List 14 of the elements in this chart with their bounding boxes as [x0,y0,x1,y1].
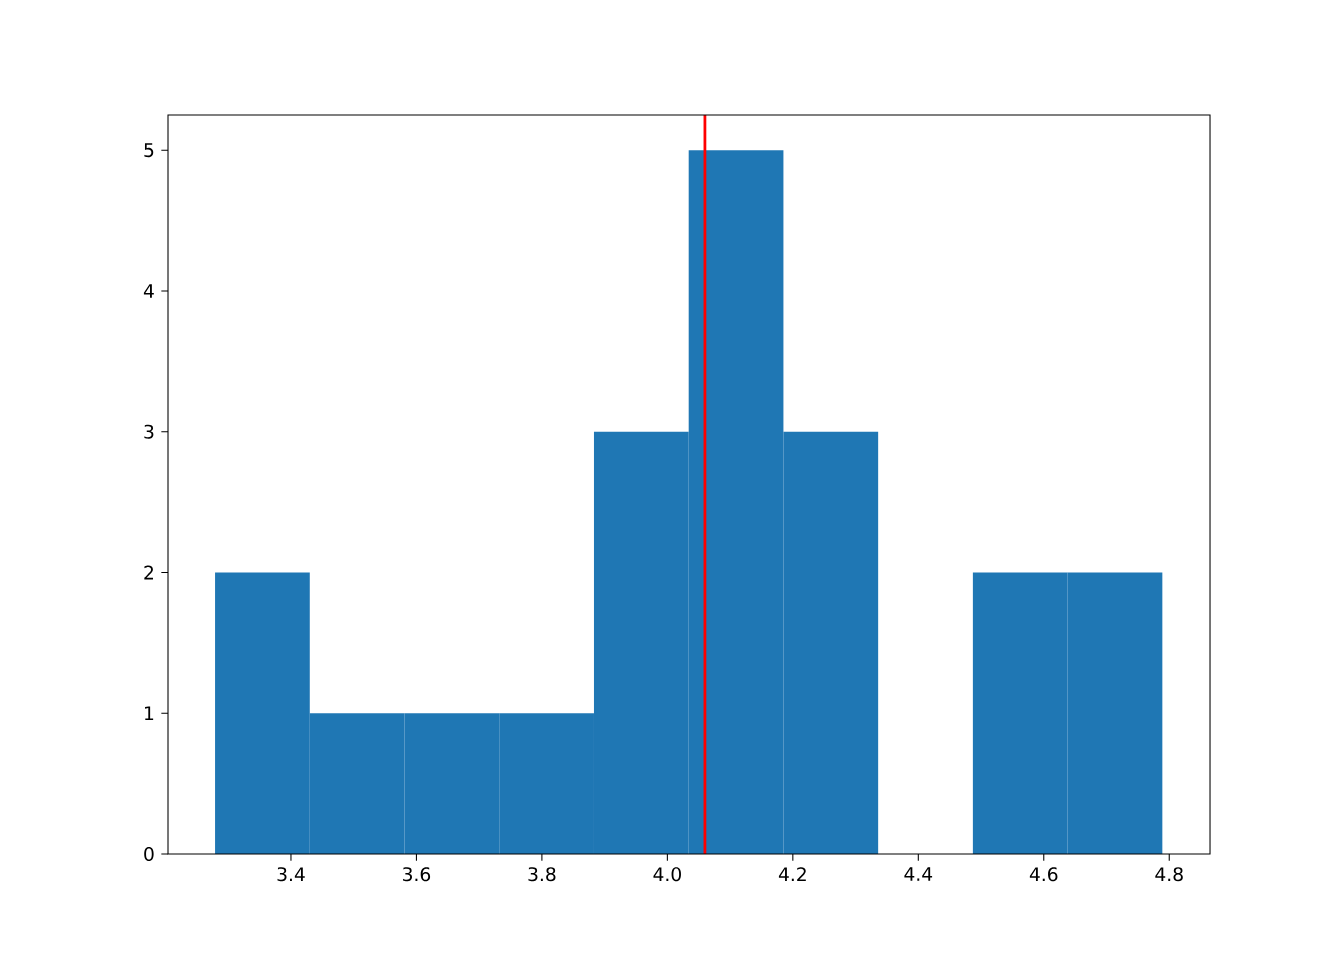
y-tick-label: 5 [144,143,154,158]
x-tick-label: 3.8 [528,867,556,882]
x-tick-label: 4.6 [1029,867,1058,882]
x-tick-label: 3.6 [403,867,431,882]
y-tick-label: 2 [144,565,153,580]
y-tick-label: 3 [144,424,154,439]
y-tick-label: 0 [144,846,154,862]
x-tick-label: 4.8 [1155,867,1183,882]
y-tick-label: 1 [145,706,154,721]
y-tick-label: 4 [143,284,154,298]
x-tick-label: 4.0 [653,867,681,882]
x-tick-label: 4.2 [778,867,806,882]
x-tick-label: 4.4 [904,867,933,881]
x-tick-label: 3.4 [277,867,305,882]
